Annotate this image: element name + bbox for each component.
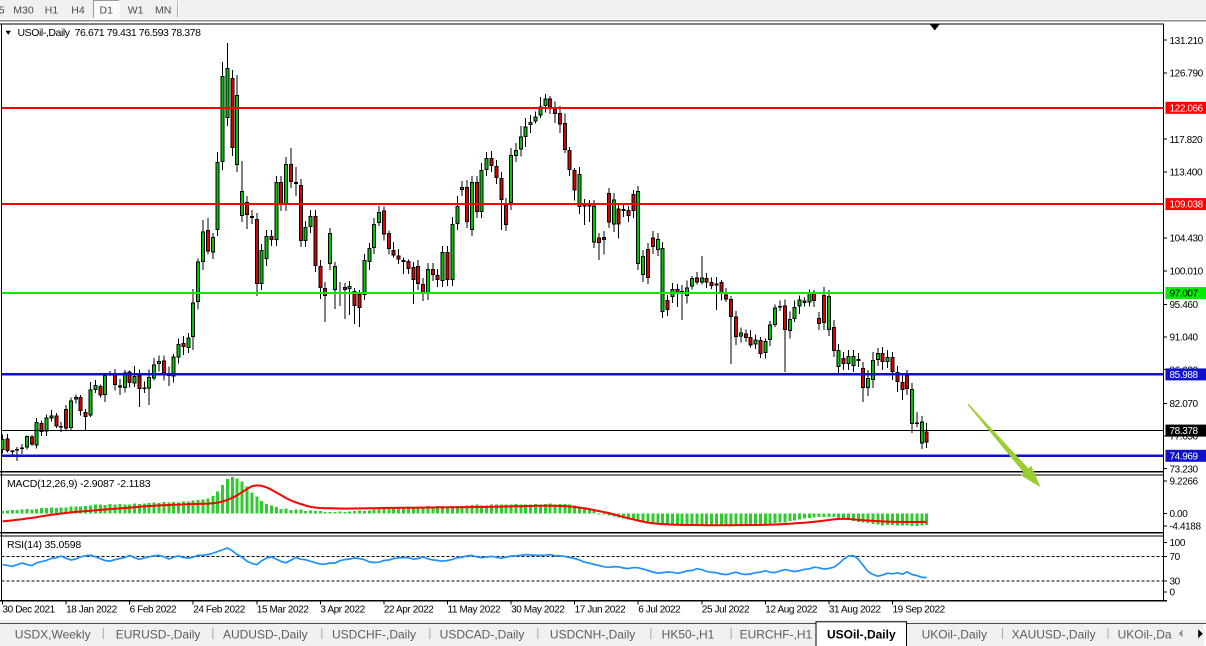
svg-text:MN: MN — [155, 5, 171, 17]
svg-text:M30: M30 — [13, 5, 34, 17]
svg-text:78.378: 78.378 — [1170, 426, 1199, 437]
svg-text:MACD(12,26,9) -2.9087 -2.1183: MACD(12,26,9) -2.9087 -2.1183 — [7, 478, 151, 490]
svg-text:77.650: 77.650 — [1170, 432, 1199, 443]
svg-text:UKOil-,Da: UKOil-,Da — [1118, 628, 1172, 642]
svg-text:131.210: 131.210 — [1170, 36, 1204, 47]
svg-text:18 Jan 2022: 18 Jan 2022 — [66, 605, 117, 616]
svg-text:EURCHF-,H1: EURCHF-,H1 — [740, 628, 813, 642]
svg-text:17 Jun 2022: 17 Jun 2022 — [575, 605, 626, 616]
svg-text:3 Apr 2022: 3 Apr 2022 — [320, 605, 365, 616]
svg-text:W1: W1 — [128, 5, 144, 17]
svg-text:91.040: 91.040 — [1170, 333, 1199, 344]
svg-text:USDCNH-,Daily: USDCNH-,Daily — [550, 628, 635, 642]
svg-text:95.460: 95.460 — [1170, 300, 1199, 311]
svg-text:117.820: 117.820 — [1170, 135, 1203, 146]
svg-text:30 May 2022: 30 May 2022 — [511, 605, 565, 616]
svg-text:97.007: 97.007 — [1170, 289, 1199, 300]
svg-text:24 Feb 2022: 24 Feb 2022 — [193, 605, 246, 616]
svg-text:100: 100 — [1170, 538, 1186, 549]
svg-text:22 Apr 2022: 22 Apr 2022 — [384, 605, 434, 616]
svg-text:6 Jul 2022: 6 Jul 2022 — [638, 605, 681, 616]
svg-text:HK50-,H1: HK50-,H1 — [662, 628, 715, 642]
svg-text:126.790: 126.790 — [1170, 69, 1204, 80]
svg-text:12 Aug 2022: 12 Aug 2022 — [765, 605, 818, 616]
svg-text:AUDUSD-,Daily: AUDUSD-,Daily — [223, 628, 308, 642]
svg-text:31 Aug 2022: 31 Aug 2022 — [829, 605, 882, 616]
svg-text:D1: D1 — [100, 5, 114, 17]
svg-text:82.070: 82.070 — [1170, 399, 1199, 410]
svg-text:74.969: 74.969 — [1170, 451, 1199, 462]
svg-text:70: 70 — [1170, 552, 1181, 563]
svg-text:113.400: 113.400 — [1170, 167, 1203, 178]
svg-text:USDCHF-,Daily: USDCHF-,Daily — [332, 628, 416, 642]
svg-text:USDX,Weekly: USDX,Weekly — [15, 628, 91, 642]
svg-text:30: 30 — [1170, 577, 1181, 588]
svg-text:11 May 2022: 11 May 2022 — [448, 605, 502, 616]
svg-text:M5: M5 — [0, 5, 5, 17]
svg-text:H4: H4 — [71, 5, 85, 17]
svg-text:RSI(14) 35.0598: RSI(14) 35.0598 — [7, 539, 81, 551]
svg-text:25 Jul 2022: 25 Jul 2022 — [702, 605, 750, 616]
svg-text:104.430: 104.430 — [1170, 234, 1204, 245]
svg-text:-4.4188: -4.4188 — [1170, 522, 1202, 533]
svg-text:122.066: 122.066 — [1170, 103, 1204, 114]
svg-text:UKOil-,Daily: UKOil-,Daily — [922, 628, 987, 642]
svg-text:30 Dec 2021: 30 Dec 2021 — [3, 605, 56, 616]
svg-text:73.230: 73.230 — [1170, 464, 1199, 475]
svg-text:USDCAD-,Daily: USDCAD-,Daily — [440, 628, 525, 642]
svg-text:109.038: 109.038 — [1170, 200, 1204, 211]
svg-text:USOil-,Daily: USOil-,Daily — [827, 628, 896, 642]
svg-text:0: 0 — [1170, 587, 1176, 598]
svg-text:6 Feb 2022: 6 Feb 2022 — [130, 605, 177, 616]
svg-text:XAUUSD-,Daily: XAUUSD-,Daily — [1012, 628, 1096, 642]
svg-text:15 Mar 2022: 15 Mar 2022 — [257, 605, 310, 616]
svg-text:19 Sep 2022: 19 Sep 2022 — [893, 605, 946, 616]
svg-text:9.2266: 9.2266 — [1170, 477, 1199, 488]
svg-text:85.988: 85.988 — [1170, 370, 1199, 381]
svg-text:100.010: 100.010 — [1170, 266, 1204, 277]
svg-text:H1: H1 — [45, 5, 59, 17]
svg-text:EURUSD-,Daily: EURUSD-,Daily — [116, 628, 201, 642]
svg-text:0.00: 0.00 — [1170, 509, 1189, 520]
svg-text:USOil-,Daily 76.671 79.431 76: USOil-,Daily 76.671 79.431 76.593 78.378 — [18, 27, 202, 39]
